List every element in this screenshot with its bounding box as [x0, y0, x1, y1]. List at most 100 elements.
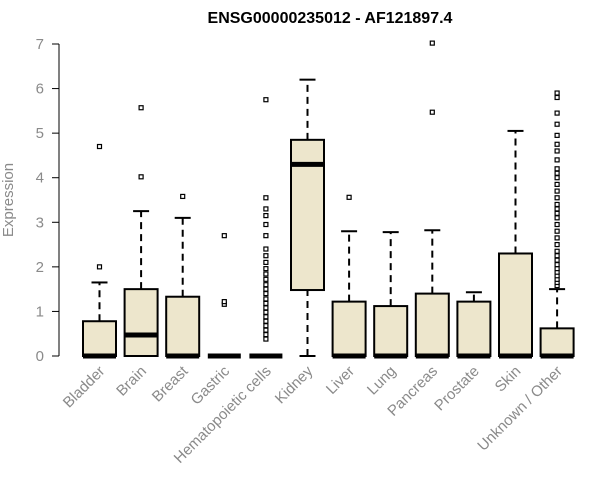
- box-brain: [123, 105, 159, 357]
- outlier-point: [263, 246, 269, 252]
- y-tick-label-1: 1: [36, 303, 44, 320]
- outlier-point: [554, 266, 560, 272]
- boxes: [82, 40, 575, 359]
- box-gastric: [207, 233, 241, 359]
- outlier-point: [263, 296, 269, 302]
- outlier-point: [554, 228, 560, 234]
- outlier-point: [554, 157, 560, 163]
- outlier-point: [554, 253, 560, 259]
- y-tick-label-6: 6: [36, 81, 44, 98]
- x-tick-label-liver: Liver: [323, 363, 358, 398]
- outlier-point: [138, 105, 144, 111]
- x-tick-label-brain: Brain: [113, 363, 150, 400]
- box-body: [123, 288, 159, 357]
- outlier-point: [554, 195, 560, 201]
- box-body: [414, 292, 450, 358]
- outlier-point: [429, 40, 435, 46]
- x-tick-label-bladder: Bladder: [60, 363, 109, 412]
- outlier-point: [554, 90, 560, 96]
- outlier-point: [221, 299, 227, 305]
- box-kidney: [290, 78, 325, 357]
- outlier-point: [96, 264, 103, 270]
- outlier-point: [263, 221, 269, 228]
- box-body: [498, 252, 533, 357]
- box-body: [82, 320, 117, 357]
- box-body: [165, 295, 201, 357]
- chart-title: ENSG00000235012 - AF121897.4: [208, 10, 453, 27]
- box-hematopoietic-cells: [249, 97, 283, 359]
- outlier-point: [263, 276, 269, 282]
- outlier-point: [263, 259, 269, 265]
- outlier-point: [554, 235, 560, 241]
- outlier-point: [263, 309, 269, 315]
- outlier-point: [346, 194, 352, 200]
- outlier-point: [180, 193, 186, 200]
- box-skin: [498, 129, 533, 359]
- outlier-point: [554, 121, 560, 127]
- outlier-point: [554, 110, 560, 116]
- outlier-point: [554, 262, 560, 268]
- box-body: [539, 327, 575, 358]
- y-tick-label-7: 7: [36, 36, 44, 53]
- outlier-point: [263, 327, 269, 333]
- outlier-point: [263, 233, 269, 239]
- outlier-point: [554, 201, 560, 208]
- box-breast: [165, 193, 201, 359]
- x-tick-label-lung: Lung: [364, 363, 400, 399]
- x-tick-label-breast: Breast: [149, 362, 192, 405]
- outlier-point: [96, 143, 103, 150]
- outlier-point: [554, 94, 560, 101]
- outlier-point: [263, 300, 269, 307]
- outlier-point: [263, 282, 269, 288]
- box-bladder: [82, 143, 117, 359]
- outlier-point: [554, 188, 560, 194]
- outlier-point: [554, 257, 560, 263]
- outlier-point: [263, 336, 269, 342]
- outlier-point: [429, 109, 435, 115]
- outlier-point: [554, 181, 560, 187]
- y-axis-label: Expression: [0, 163, 17, 237]
- box-body: [331, 300, 367, 358]
- box-body: [456, 300, 492, 358]
- outlier-point: [138, 174, 144, 180]
- y-tick-label-5: 5: [36, 125, 44, 142]
- y-axis: 0 1 2 3 4 5 6 7: [36, 36, 60, 365]
- outlier-point: [263, 195, 269, 201]
- outlier-point: [554, 210, 560, 216]
- outlier-point: [263, 266, 269, 272]
- outlier-point: [554, 141, 560, 147]
- box-lung: [373, 231, 409, 359]
- y-tick-label-4: 4: [36, 170, 44, 187]
- box-body: [373, 305, 409, 357]
- outlier-point: [554, 215, 560, 221]
- outlier-point: [554, 241, 560, 248]
- box-unknown-other: [539, 90, 575, 359]
- outlier-point: [263, 253, 269, 259]
- outlier-point: [263, 271, 269, 277]
- outlier-point: [263, 332, 269, 338]
- x-tick-label-prostate: Prostate: [431, 363, 483, 415]
- outlier-point: [554, 170, 560, 176]
- outlier-point: [554, 175, 560, 181]
- outlier-point: [554, 221, 560, 228]
- x-tick-label-kidney: Kidney: [272, 362, 317, 407]
- outlier-point: [263, 305, 269, 311]
- outlier-point: [554, 166, 560, 172]
- box-liver: [331, 194, 367, 359]
- x-tick-label-skin: Skin: [492, 363, 525, 396]
- outlier-point: [263, 286, 269, 292]
- outlier-point: [263, 213, 269, 219]
- outlier-point: [554, 148, 560, 154]
- outlier-point: [263, 323, 269, 329]
- outlier-point: [554, 206, 560, 212]
- outlier-point: [263, 206, 269, 212]
- outlier-point: [554, 248, 560, 254]
- outlier-point: [263, 97, 269, 103]
- outlier-point: [263, 314, 269, 320]
- y-tick-label-0: 0: [36, 348, 44, 365]
- outlier-point: [554, 132, 560, 138]
- y-tick-label-2: 2: [36, 259, 44, 276]
- outlier-point: [221, 233, 227, 239]
